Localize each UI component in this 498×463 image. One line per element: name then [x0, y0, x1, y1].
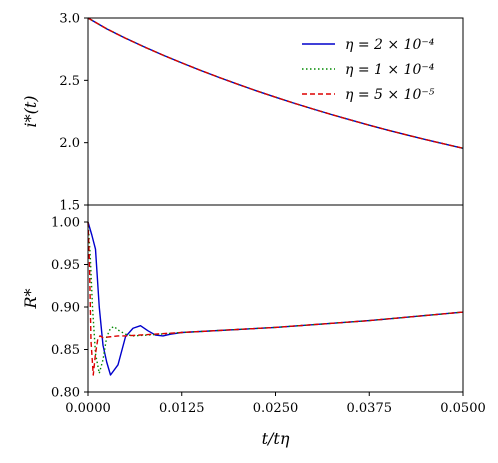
- bottom-y-tick-label: 0.80: [51, 386, 80, 401]
- legend-label-2: η = 5 × 10⁻⁵: [345, 87, 435, 103]
- bottom-series-group: [87, 221, 464, 376]
- x-tick-label: 0.0375: [347, 401, 393, 416]
- top-series-line-2: [87, 17, 464, 149]
- bottom-y-ticks: 0.80 0.85 0.90 0.95 1.00: [51, 216, 88, 401]
- bottom-series-line-2: [87, 221, 464, 376]
- x-tick-label: 0.0000: [65, 401, 111, 416]
- x-tick-label: 0.0500: [440, 401, 486, 416]
- bottom-y-tick-label: 1.00: [51, 216, 80, 231]
- legend: η = 2 × 10⁻⁴ η = 1 × 10⁻⁴ η = 5 × 10⁻⁵: [302, 37, 435, 103]
- x-ticks: 0.0000 0.0125 0.0250 0.0375 0.0500: [65, 392, 486, 416]
- bottom-y-tick-label: 0.85: [51, 343, 80, 358]
- bottom-y-axis-label: R*: [21, 288, 40, 309]
- top-series-group: [87, 17, 464, 149]
- x-axis-label: t/tη: [262, 429, 290, 448]
- legend-label-1: η = 1 × 10⁻⁴: [345, 62, 435, 78]
- top-y-tick-label: 3.0: [59, 12, 80, 27]
- bottom-y-tick-label: 0.95: [51, 258, 80, 273]
- bottom-series-line-0: [87, 221, 464, 376]
- top-y-ticks: 1.5 2.0 2.5 3.0: [59, 12, 88, 214]
- panel-bottom: 0.800.850.900.951.00 0.0000 0.0125 0.0250 0…: [21, 204, 486, 448]
- top-y-tick-label: 1.5: [59, 199, 80, 214]
- bottom-series-line-1: [87, 221, 464, 374]
- x-tick-label: 0.0125: [159, 401, 205, 416]
- top-y-axis-label: i*(t): [21, 95, 40, 127]
- top-y-tick-label: 2.5: [59, 74, 80, 89]
- x-tick-label: 0.0250: [253, 401, 299, 416]
- legend-label-0: η = 2 × 10⁻⁴: [345, 37, 435, 53]
- bottom-panel-frame: [87, 204, 464, 393]
- bottom-y-tick-label: 0.90: [51, 301, 80, 316]
- panel-top: 1.52.02.53.0 η = 2 × 10⁻⁴η = 1 × 10⁻⁴η =…: [21, 12, 464, 214]
- top-y-tick-label: 2.0: [59, 136, 80, 151]
